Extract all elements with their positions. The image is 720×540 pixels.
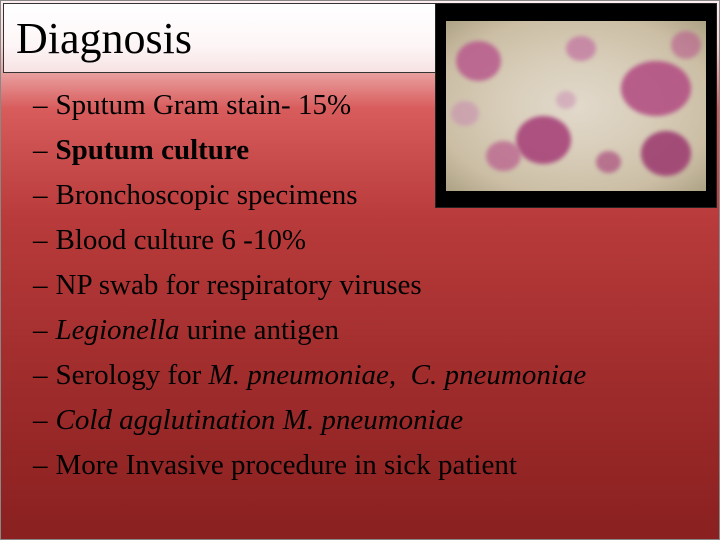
text-segment: M. pneumoniae	[283, 404, 463, 436]
stain-blob	[456, 41, 501, 81]
dash-icon: –	[33, 128, 48, 173]
text-segment: Blood culture 6 -10%	[56, 224, 306, 256]
text-segment: Bronchoscopic specimens	[56, 179, 358, 211]
text-segment: Serology for	[56, 359, 209, 391]
list-item: – More Invasive procedure in sick patien…	[33, 443, 699, 488]
list-item: – Bronchoscopic specimens	[33, 173, 699, 218]
list-item-text: Legionella urine antigen	[56, 308, 340, 353]
text-segment: M. pneumoniae, C. pneumoniae	[209, 359, 587, 391]
text-segment: More Invasive procedure in sick patient	[56, 449, 517, 481]
text-segment: Legionella	[56, 314, 180, 346]
list-item: – NP swab for respiratory viruses	[33, 263, 699, 308]
stain-blob	[671, 31, 701, 59]
stain-blob	[566, 36, 596, 61]
dash-icon: –	[33, 173, 48, 218]
list-item: – Sputum Gram stain- 15%	[33, 83, 699, 128]
text-segment: NP swab for respiratory viruses	[56, 269, 422, 301]
page-title: Diagnosis	[16, 13, 192, 64]
dash-icon: –	[33, 83, 48, 128]
dash-icon: –	[33, 398, 48, 443]
text-segment: Sputum culture	[56, 134, 250, 166]
list-item-text: Blood culture 6 -10%	[56, 218, 306, 263]
list-item-text: More Invasive procedure in sick patient	[56, 443, 517, 488]
slide: Diagnosis – Sputum Gram stain- 15%– Sput…	[0, 0, 720, 540]
bullet-list: – Sputum Gram stain- 15%– Sputum culture…	[33, 83, 699, 487]
list-item-text: Serology for M. pneumoniae, C. pneumonia…	[56, 353, 587, 398]
list-item: – Blood culture 6 -10%	[33, 218, 699, 263]
list-item: – Serology for M. pneumoniae, C. pneumon…	[33, 353, 699, 398]
dash-icon: –	[33, 308, 48, 353]
dash-icon: –	[33, 353, 48, 398]
list-item: – Sputum culture	[33, 128, 699, 173]
list-item-text: Cold agglutination M. pneumoniae	[56, 398, 464, 443]
dash-icon: –	[33, 263, 48, 308]
dash-icon: –	[33, 218, 48, 263]
text-segment: Cold agglutination	[56, 404, 283, 436]
text-segment: urine antigen	[180, 314, 339, 346]
dash-icon: –	[33, 443, 48, 488]
list-item-text: Sputum Gram stain- 15%	[56, 83, 352, 128]
list-item: – Cold agglutination M. pneumoniae	[33, 398, 699, 443]
list-item: – Legionella urine antigen	[33, 308, 699, 353]
list-item-text: Sputum culture	[56, 128, 250, 173]
list-item-text: Bronchoscopic specimens	[56, 173, 358, 218]
list-item-text: NP swab for respiratory viruses	[56, 263, 422, 308]
text-segment: Sputum Gram stain- 15%	[56, 89, 352, 121]
